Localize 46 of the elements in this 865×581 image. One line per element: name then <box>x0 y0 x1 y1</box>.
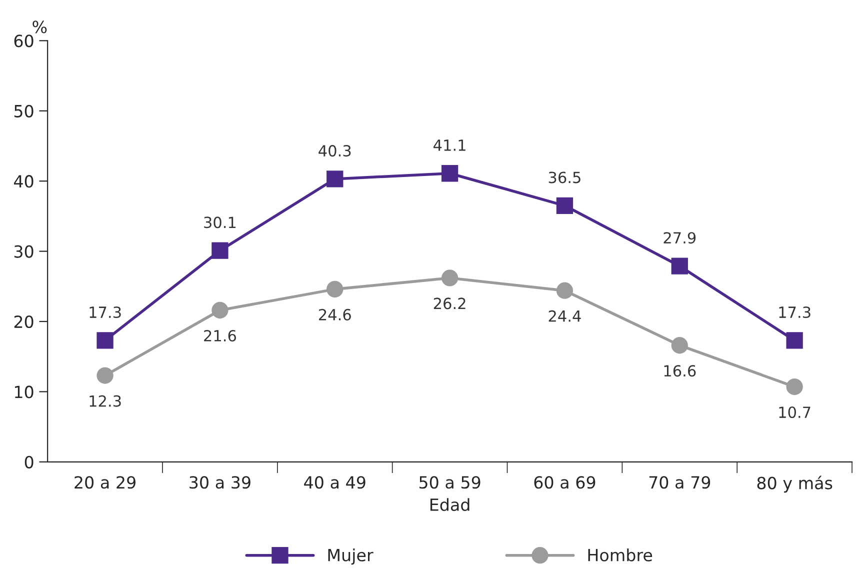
data-label: 30.1 <box>204 216 236 228</box>
y-tick-label: 0 <box>24 456 34 468</box>
y-tick-label: 20 <box>14 315 34 328</box>
point <box>212 302 228 319</box>
data-label: 36.5 <box>548 172 580 184</box>
data-label: 21.6 <box>204 330 236 342</box>
point <box>96 367 114 384</box>
point <box>786 378 803 396</box>
point <box>671 337 688 354</box>
legend-label: Hombre <box>588 548 652 562</box>
data-label: 24.6 <box>318 308 351 320</box>
y-tick-label: 30 <box>14 245 34 258</box>
data-label: 16.6 <box>664 365 696 377</box>
y-axis-title: % <box>32 20 47 34</box>
y-tick-label: 50 <box>14 104 34 118</box>
data-label: 41.1 <box>434 140 466 151</box>
point <box>671 258 688 274</box>
data-label: 27.9 <box>664 232 696 244</box>
point <box>556 282 574 299</box>
x-axis-title: Edad <box>430 498 470 512</box>
data-label: 17.3 <box>90 306 121 318</box>
point <box>326 170 344 188</box>
y-tick-label: 60 <box>14 34 34 48</box>
point <box>96 332 114 349</box>
x-tick-label: 40 a 49 <box>304 476 366 489</box>
legend-label: Mujer <box>328 548 374 565</box>
data-label: 26.2 <box>434 298 466 310</box>
point <box>441 165 458 182</box>
data-label: 24.4 <box>548 310 581 322</box>
x-tick-label: 80 y más <box>757 476 832 493</box>
point <box>326 280 344 298</box>
point <box>786 332 803 349</box>
point <box>556 197 574 214</box>
data-label: 40.3 <box>318 145 351 157</box>
point <box>212 242 228 259</box>
x-tick-label: 30 a 39 <box>190 476 250 489</box>
x-tick-label: 50 a 59 <box>419 476 480 489</box>
x-tick-label: 70 a 79 <box>649 476 710 489</box>
data-label: 17.3 <box>779 306 810 318</box>
x-tick-label: 20 a 29 <box>74 476 136 489</box>
y-tick-label: 10 <box>15 386 34 398</box>
data-label: 12.3 <box>90 395 121 407</box>
data-label: 10.7 <box>779 406 810 418</box>
point <box>441 270 458 286</box>
y-tick-label: 40 <box>14 175 34 188</box>
x-tick-label: 60 a 69 <box>534 476 596 489</box>
